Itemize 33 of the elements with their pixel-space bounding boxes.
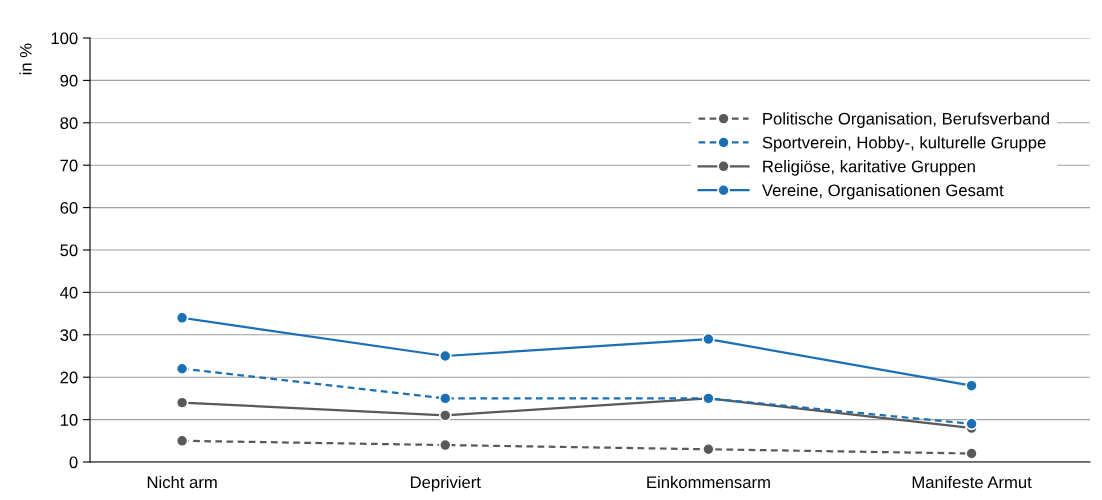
point <box>175 311 189 325</box>
y-tick-label: 100 <box>51 32 78 45</box>
point <box>702 332 715 346</box>
legend-label: Vereine, Organisationen Gesamt <box>761 183 1004 200</box>
point <box>175 362 189 376</box>
y-tick-label: 0 <box>69 456 78 469</box>
y-tick-label: 70 <box>60 159 78 172</box>
legend-label: Religiöse, karitative Gruppen <box>763 160 975 176</box>
x-tick-label: Depriviert <box>410 475 481 492</box>
point <box>438 438 452 452</box>
point <box>965 417 978 431</box>
point <box>438 349 452 363</box>
point <box>438 392 452 405</box>
legend-label: Politische Organisation, Berufsverband <box>763 112 1049 128</box>
x-tick-label: Einkommensarm <box>647 475 770 489</box>
y-tick-label: 30 <box>60 329 78 341</box>
point <box>175 434 189 448</box>
point <box>702 442 715 456</box>
y-tick-label: 90 <box>60 74 78 87</box>
y-tick-label: 10 <box>60 414 78 426</box>
y-axis-title: in % <box>19 43 32 75</box>
y-tick-label: 60 <box>60 202 78 214</box>
point <box>965 447 978 460</box>
y-tick-label: 20 <box>60 371 78 384</box>
x-tick-label: Manifeste Armut <box>912 475 1032 489</box>
x-tick-label: Nicht arm <box>147 475 217 489</box>
y-tick-label: 80 <box>60 117 78 129</box>
legend-label: Sportverein, Hobby-, kulturelle Gruppe <box>762 136 1046 152</box>
point <box>175 396 189 410</box>
point <box>438 408 452 422</box>
point <box>965 379 978 393</box>
y-tick-label: 40 <box>60 286 78 299</box>
y-tick-label: 50 <box>60 244 78 257</box>
